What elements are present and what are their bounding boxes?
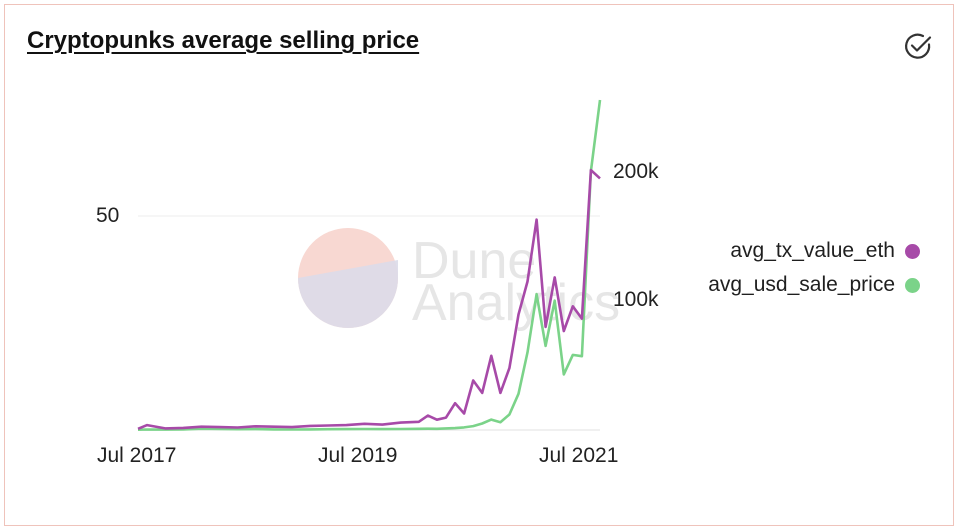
legend-label-eth: avg_tx_value_eth	[730, 239, 895, 262]
dune-watermark: Dune Analytics	[298, 228, 620, 332]
chart-card: Cryptopunks average selling price	[4, 4, 954, 526]
legend-dot-eth	[905, 243, 920, 259]
chart-title[interactable]: Cryptopunks average selling price	[27, 27, 420, 54]
x-tick-jul-2021: Jul 2021	[539, 444, 618, 467]
legend-dot-usd	[905, 277, 920, 293]
y-right-tick-100k: 100k	[613, 288, 659, 311]
series-line-avg-tx-value-eth[interactable]	[137, 168, 601, 431]
x-tick-jul-2019: Jul 2019	[318, 444, 397, 467]
chart-legend: avg_tx_value_eth avg_usd_sale_price	[690, 234, 920, 302]
x-tick-jul-2017: Jul 2017	[97, 444, 176, 467]
legend-label-usd: avg_usd_sale_price	[708, 273, 895, 296]
y-right-tick-200k: 200k	[613, 160, 659, 183]
legend-item-eth[interactable]: avg_tx_value_eth	[690, 234, 920, 268]
check-circle-icon[interactable]	[903, 31, 933, 61]
watermark-line1: Dune	[412, 232, 536, 290]
series-line-avg-usd-sale-price[interactable]	[137, 99, 602, 431]
legend-item-usd[interactable]: avg_usd_sale_price	[690, 268, 920, 302]
watermark-logo-bottom	[298, 260, 398, 328]
y-left-tick-50: 50	[96, 204, 119, 227]
